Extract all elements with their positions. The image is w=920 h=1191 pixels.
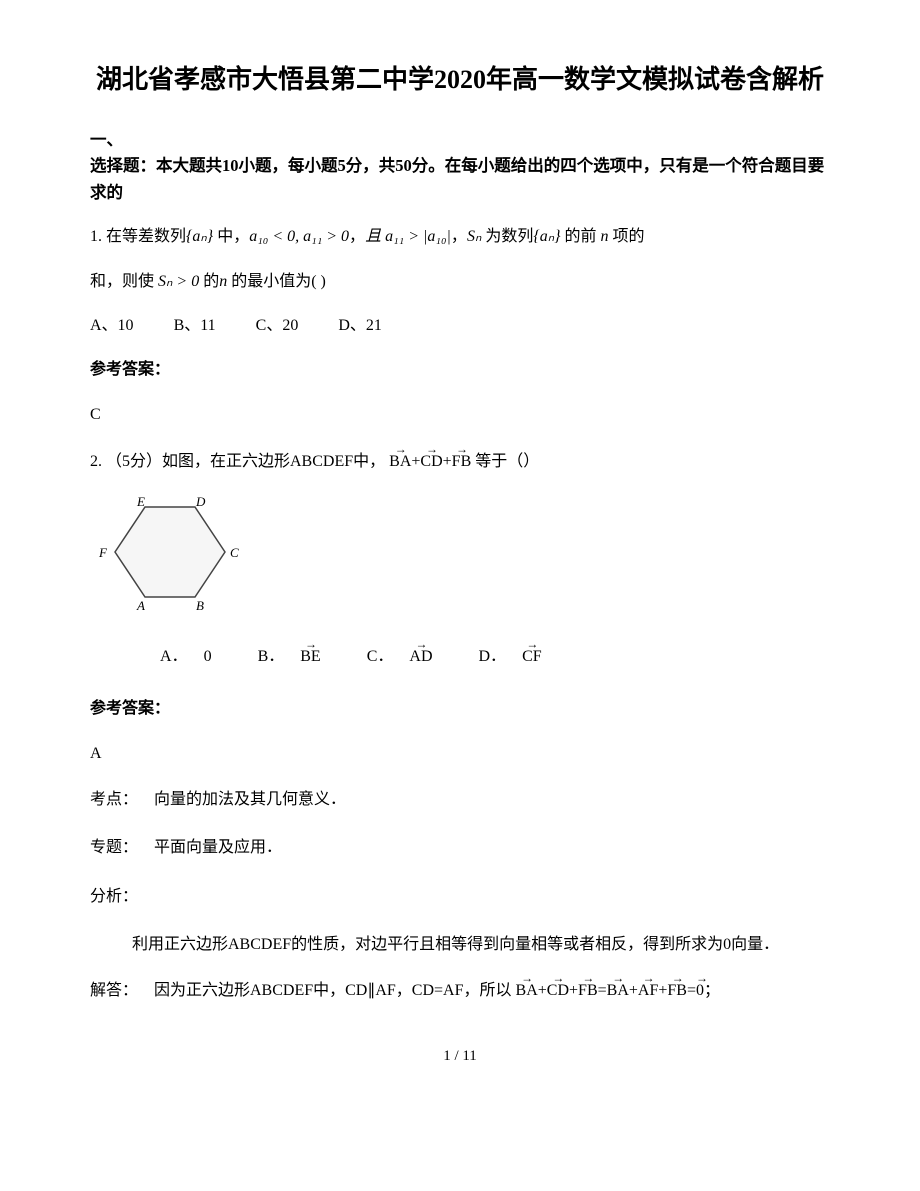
plus-1: + bbox=[411, 453, 420, 470]
jieda-label: 解答： bbox=[90, 976, 150, 1006]
hexagon-svg: E D C B A F bbox=[90, 492, 250, 612]
fenxi-text: 利用正六边形ABCDEF的性质，对边平行且相等得到向量相等或者相反，得到所求为0… bbox=[132, 930, 830, 960]
q1-seq2: {aₙ} bbox=[533, 228, 560, 245]
plus-2: + bbox=[443, 453, 452, 470]
page-footer: 1 / 11 bbox=[90, 1042, 830, 1071]
q1-mid1: 中， bbox=[213, 228, 249, 245]
q1-mid5: 的前 bbox=[561, 228, 601, 245]
hex-label-f: F bbox=[98, 545, 108, 560]
q2-option-a: A． 0 bbox=[160, 642, 212, 672]
eq-1: = bbox=[598, 982, 607, 999]
vector-ba: BA bbox=[389, 446, 411, 477]
q1-answer-label: 参考答案： bbox=[90, 355, 830, 385]
q2-option-c: C． AD bbox=[367, 641, 433, 672]
plus-4: + bbox=[569, 982, 578, 999]
kaodian-row: 考点： 向量的加法及其几何意义． bbox=[90, 785, 830, 815]
vector-ad: AD bbox=[409, 641, 432, 672]
doc-title: 湖北省孝感市大悟县第二中学2020年高一数学文模拟试卷含解析 bbox=[90, 60, 830, 99]
q1-options: A、10 B、11 C、20 D、21 bbox=[90, 311, 830, 341]
q1-option-a: A、10 bbox=[90, 311, 134, 341]
vector-be: BE bbox=[300, 641, 320, 672]
vector-cd: CD bbox=[420, 446, 442, 477]
eq-2: = bbox=[687, 982, 696, 999]
q2-answer-label: 参考答案： bbox=[90, 694, 830, 724]
q1-mid4: 为数列 bbox=[481, 228, 533, 245]
q2-options: A． 0 B． BE C． AD D． CF bbox=[90, 641, 830, 672]
q1-stem-line1: 1. 在等差数列{aₙ} 中，a₁₀ < 0, a₁₁ > 0，且 a₁₁ > … bbox=[90, 222, 830, 252]
hexagon-figure: E D C B A F bbox=[90, 492, 830, 623]
q2-opt-a-label: A． bbox=[160, 648, 188, 665]
section-1-heading: 一、 选择题：本大题共10小题，每小题5分，共50分。在每小题给出的四个选项中，… bbox=[90, 127, 830, 206]
q1-seq: {aₙ} bbox=[186, 228, 213, 245]
hex-label-a: A bbox=[136, 598, 145, 612]
q1-l2c: 的最小值为( ) bbox=[227, 273, 326, 290]
zhuanti-label: 专题： bbox=[90, 833, 150, 863]
q1-stem-line2: 和，则使 Sₙ > 0 的n 的最小值为( ) bbox=[90, 267, 830, 297]
q1-cond3: Sₙ > 0 bbox=[158, 273, 199, 290]
q1-option-c: C、20 bbox=[256, 311, 299, 341]
vector-cf: CF bbox=[522, 641, 542, 672]
vector-ba-3: BA bbox=[607, 975, 629, 1006]
q1-nvar2: n bbox=[219, 273, 227, 290]
q1-answer: C bbox=[90, 400, 830, 430]
fenxi-label: 分析： bbox=[90, 882, 150, 912]
q2-stem: 2. （5分）如图，在正六边形ABCDEF中， BA+CD+FB 等于（） bbox=[90, 446, 830, 477]
q1-cond1: a₁₀ < 0, a₁₁ > 0 bbox=[249, 228, 349, 245]
vector-zero: 0 bbox=[696, 975, 704, 1006]
q1-sn: Sₙ bbox=[467, 228, 481, 245]
q1-mid6: 项的 bbox=[609, 228, 645, 245]
q1-l2b: 的 bbox=[199, 273, 219, 290]
vector-fb-2: FB bbox=[578, 975, 598, 1006]
q2-option-b: B． BE bbox=[258, 641, 321, 672]
plus-6: + bbox=[658, 982, 667, 999]
q2-opt-c-label: C． bbox=[367, 648, 394, 665]
q1-mid3: ， bbox=[451, 228, 467, 245]
vector-ba-2: BA bbox=[516, 975, 538, 1006]
q1-option-d: D、21 bbox=[338, 311, 382, 341]
vector-fb-3: FB bbox=[667, 975, 687, 1006]
fenxi-label-row: 分析： bbox=[90, 882, 830, 912]
q2-stem-a: 2. （5分）如图，在正六边形ABCDEF中， bbox=[90, 453, 385, 470]
section-instructions: 选择题：本大题共10小题，每小题5分，共50分。在每小题给出的四个选项中，只有是… bbox=[90, 156, 824, 201]
hex-label-b: B bbox=[196, 598, 204, 612]
kaodian-text: 向量的加法及其几何意义． bbox=[154, 791, 346, 808]
q2-opt-d-label: D． bbox=[479, 648, 507, 665]
section-number: 一、 bbox=[90, 130, 123, 149]
jieda-row: 解答： 因为正六边形ABCDEF中，CD∥AF，CD=AF，所以 BA+CD+F… bbox=[90, 975, 830, 1006]
q2-stem-b: 等于（） bbox=[475, 453, 539, 470]
vector-af: AF bbox=[638, 975, 658, 1006]
q1-mid2: ， bbox=[349, 228, 365, 245]
hex-label-e: E bbox=[136, 494, 145, 509]
q1-prefix: 1. 在等差数列 bbox=[90, 228, 186, 245]
hexagon-shape bbox=[115, 507, 225, 597]
hex-label-c: C bbox=[230, 545, 239, 560]
plus-3: + bbox=[538, 982, 547, 999]
q1-cond2: 且 a₁₁ > |a₁₀| bbox=[365, 228, 451, 245]
q2-option-d: D． CF bbox=[479, 641, 542, 672]
q2-opt-a-val: 0 bbox=[204, 648, 212, 665]
kaodian-label: 考点： bbox=[90, 785, 150, 815]
zhuanti-text: 平面向量及应用． bbox=[154, 839, 282, 856]
plus-5: + bbox=[629, 982, 638, 999]
vector-cd-2: CD bbox=[547, 975, 569, 1006]
q2-answer: A bbox=[90, 739, 830, 769]
zhuanti-row: 专题： 平面向量及应用． bbox=[90, 833, 830, 863]
q2-opt-b-label: B． bbox=[258, 648, 285, 665]
q1-l2a: 和，则使 bbox=[90, 273, 158, 290]
jieda-text-a: 因为正六边形ABCDEF中，CD∥AF，CD=AF，所以 bbox=[154, 982, 516, 999]
q1-option-b: B、11 bbox=[174, 311, 216, 341]
vector-fb: FB bbox=[452, 446, 472, 477]
hex-label-d: D bbox=[195, 494, 206, 509]
q1-nvar: n bbox=[601, 228, 609, 245]
